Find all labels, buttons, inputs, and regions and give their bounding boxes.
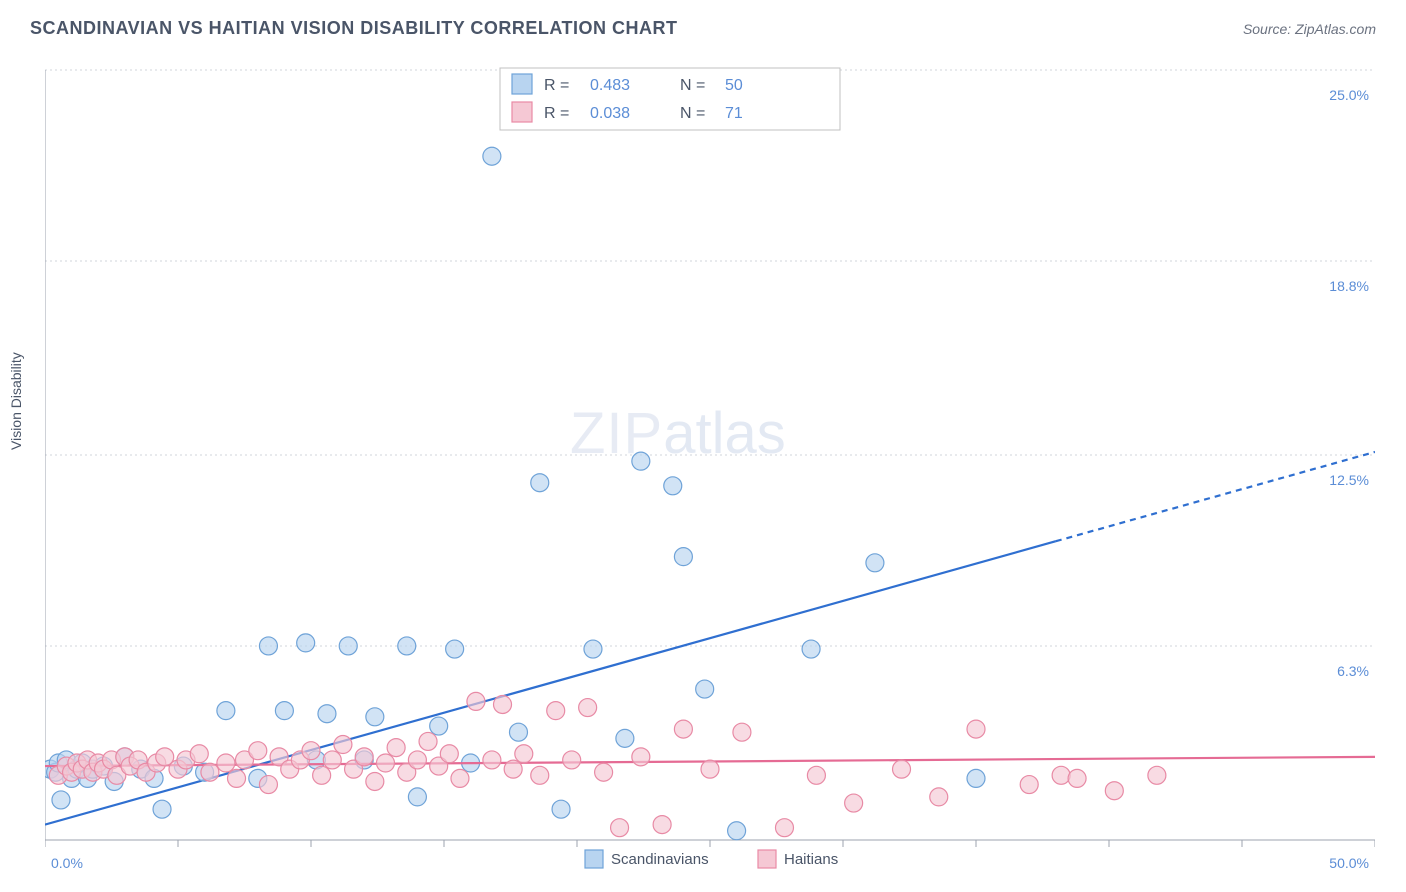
svg-text:6.3%: 6.3%: [1337, 663, 1369, 679]
svg-text:50.0%: 50.0%: [1329, 855, 1369, 871]
svg-text:R =: R =: [544, 105, 569, 122]
svg-text:N =: N =: [680, 105, 705, 122]
svg-text:12.5%: 12.5%: [1329, 472, 1369, 488]
svg-text:0.0%: 0.0%: [51, 855, 83, 871]
svg-text:R =: R =: [544, 77, 569, 94]
svg-text:Scandinavians: Scandinavians: [611, 851, 709, 868]
source-attribution: Source: ZipAtlas.com: [1243, 21, 1376, 37]
svg-text:18.8%: 18.8%: [1329, 278, 1369, 294]
svg-text:N =: N =: [680, 77, 705, 94]
svg-text:0.483: 0.483: [590, 77, 630, 94]
svg-text:71: 71: [725, 105, 743, 122]
svg-text:50: 50: [725, 77, 743, 94]
scatter-chart: 6.3% 12.5% 18.8% 25.0% 0.0% 50.0% R = 0.483 N = 5…: [45, 50, 1375, 890]
svg-text:25.0%: 25.0%: [1329, 87, 1369, 103]
svg-text:Haitians: Haitians: [784, 851, 838, 868]
chart-title: SCANDINAVIAN VS HAITIAN VISION DISABILIT…: [30, 18, 678, 39]
svg-text:0.038: 0.038: [590, 105, 630, 122]
y-axis-label: Vision Disability: [8, 352, 24, 450]
